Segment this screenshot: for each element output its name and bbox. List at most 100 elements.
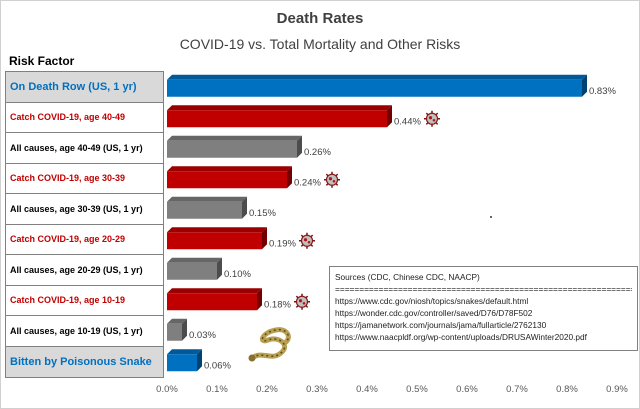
category-label: On Death Row (US, 1 yr) (6, 72, 163, 103)
bar (167, 293, 257, 311)
x-tick-label: 0.9% (606, 384, 628, 395)
bar (167, 201, 242, 219)
bar-top (167, 288, 262, 294)
bar-group: 0.15% (167, 196, 276, 219)
bar-side (297, 135, 302, 158)
category-label: Catch COVID-19, age 30-39 (6, 164, 163, 194)
bar-group: 0.24% (167, 166, 340, 189)
data-label: 0.19% (269, 238, 296, 249)
chart-title: Death Rates (276, 10, 364, 27)
bar-group: 0.19% (167, 227, 315, 250)
bar-group: 0.44% (167, 105, 440, 128)
category-label: Bitten by Poisonous Snake (6, 346, 163, 377)
virus-icon (299, 232, 315, 249)
bar-group: 0.10% (167, 257, 251, 280)
bar-side (582, 74, 587, 97)
bar-top (167, 227, 267, 233)
snake-body (249, 327, 291, 361)
bar-side (287, 166, 292, 189)
bar (167, 140, 297, 158)
x-tick-label: 0.8% (556, 384, 578, 395)
x-tick-label: 0.0% (156, 384, 178, 395)
bar-group: 0.26% (167, 135, 331, 158)
sources-box: Sources (CDC, Chinese CDC, NAACP) ======… (329, 266, 638, 351)
x-tick-label: 0.1% (206, 384, 228, 395)
category-label: All causes, age 10-19 (US, 1 yr) (6, 316, 163, 347)
source-link[interactable]: https://wonder.cdc.gov/controller/saved/… (335, 308, 533, 318)
x-tick-label: 0.5% (406, 384, 428, 395)
bar-side (217, 257, 222, 280)
category-label: Catch COVID-19, age 40-49 (6, 103, 163, 133)
snake-icon (248, 327, 291, 362)
bar-group: 0.83% (167, 74, 616, 97)
bar-top (167, 105, 392, 111)
data-label: 0.06% (204, 360, 231, 371)
virus-icon (294, 293, 310, 310)
virus-dot (432, 118, 436, 122)
source-link[interactable]: https://www.naacpldf.org/wp-content/uplo… (335, 332, 587, 342)
virus-dot (428, 116, 433, 120)
bar-top (167, 257, 222, 263)
source-link[interactable]: https://jamanetwork.com/journals/jama/fu… (335, 320, 547, 330)
sources-separator: ========================================… (335, 284, 632, 294)
bar (167, 110, 387, 128)
x-tick-label: 0.2% (256, 384, 278, 395)
bar-side (262, 227, 267, 250)
data-label: 0.24% (294, 177, 321, 188)
category-label: All causes, age 40-49 (US, 1 yr) (6, 133, 163, 164)
bar-top (167, 74, 587, 80)
bar-top (167, 349, 202, 355)
category-axis-title: Risk Factor (9, 54, 75, 68)
virus-body (325, 173, 339, 186)
virus-body (295, 295, 309, 308)
bar (167, 79, 582, 97)
virus-dot (302, 301, 306, 305)
category-label: All causes, age 30-39 (US, 1 yr) (6, 194, 163, 225)
bar-top (167, 196, 247, 202)
virus-body (300, 234, 314, 247)
data-label: 0.18% (264, 299, 291, 310)
bar-side (182, 318, 187, 341)
bar-side (197, 349, 202, 372)
bar-top (167, 318, 187, 324)
bar-top (167, 166, 292, 172)
bar-group: 0.18% (167, 288, 310, 311)
virus-dot (303, 238, 308, 242)
source-link[interactable]: https://www.cdc.gov/niosh/topics/snakes/… (335, 296, 529, 306)
data-label: 0.26% (304, 147, 331, 158)
bar (167, 354, 197, 372)
bar-group: 0.03% (167, 318, 216, 341)
bar-group: 0.06% (167, 349, 231, 372)
snake-pattern (251, 328, 290, 359)
category-label: All causes, age 20-29 (US, 1 yr) (6, 255, 163, 286)
category-label: Catch COVID-19, age 10-19 (6, 286, 163, 316)
bar (167, 232, 262, 250)
virus-dot (307, 240, 311, 244)
bar-top (167, 135, 302, 141)
chart-subtitle: COVID-19 vs. Total Mortality and Other R… (179, 36, 461, 52)
x-tick-label: 0.4% (356, 384, 378, 395)
bar (167, 262, 217, 280)
stray-dot (490, 216, 492, 218)
category-label: Catch COVID-19, age 20-29 (6, 225, 163, 255)
data-label: 0.03% (189, 330, 216, 341)
bar (167, 171, 287, 189)
data-label: 0.44% (394, 116, 421, 127)
virus-dot (332, 179, 336, 183)
sources-title: Sources (CDC, Chinese CDC, NAACP) (335, 272, 480, 282)
bar-side (242, 196, 247, 219)
category-label-table: On Death Row (US, 1 yr) Catch COVID-19, a… (5, 71, 164, 378)
data-label: 0.83% (589, 86, 616, 97)
virus-icon (424, 110, 440, 127)
x-tick-label: 0.6% (456, 384, 478, 395)
virus-body (425, 112, 439, 125)
bar (167, 323, 182, 341)
snake-head (248, 354, 256, 362)
x-tick-label: 0.3% (306, 384, 328, 395)
virus-dot (328, 177, 333, 181)
data-label: 0.15% (249, 208, 276, 219)
x-tick-label: 0.7% (506, 384, 528, 395)
virus-dot (298, 299, 303, 303)
data-label: 0.10% (224, 269, 251, 280)
